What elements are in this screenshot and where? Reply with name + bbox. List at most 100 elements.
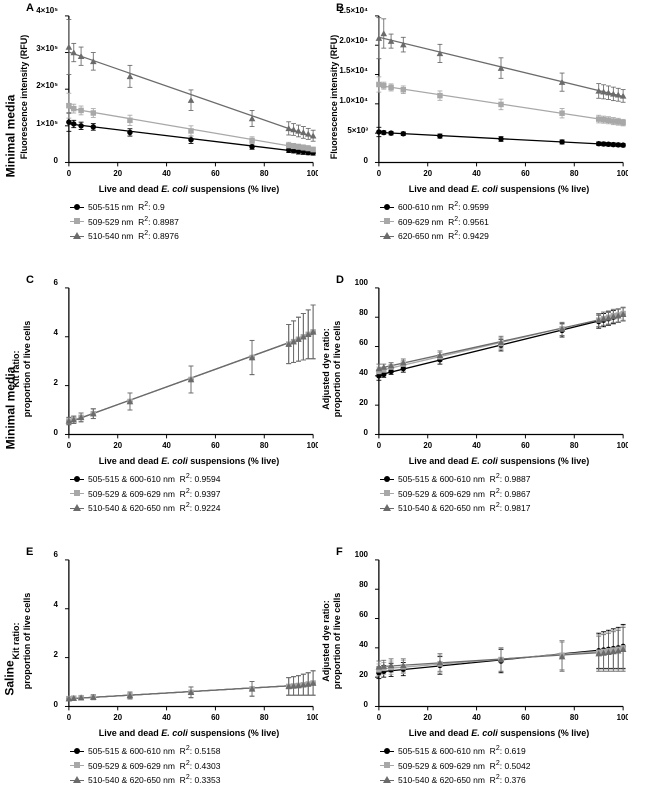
- svg-text:40: 40: [472, 169, 481, 178]
- legend-item: 510-540 & 620-650 nm R2: 0.9224: [70, 501, 330, 515]
- svg-text:0: 0: [67, 713, 72, 722]
- legend-label: 509-529 & 609-629 nm R2: 0.5042: [398, 759, 530, 773]
- svg-text:100: 100: [307, 713, 318, 722]
- legend-item: 509-529 & 609-629 nm R2: 0.5042: [380, 759, 640, 773]
- svg-text:40: 40: [162, 169, 171, 178]
- svg-text:60: 60: [521, 441, 530, 450]
- legend-item: 505-515 & 600-610 nm R2: 0.9594: [70, 472, 330, 486]
- legend-label: 505-515 & 600-610 nm R2: 0.9887: [398, 472, 530, 486]
- x-axis-label: Live and dead E. coli suspensions (% liv…: [64, 184, 314, 194]
- legend-label: 600-610 nm R2: 0.9599: [398, 200, 489, 214]
- y-axis-label: Adjusted dye ratio: proportion of live c…: [321, 289, 343, 449]
- legend-label: 510-540 & 620-650 nm R2: 0.9817: [398, 501, 530, 515]
- legend-label: 505-515 & 600-610 nm R2: 0.9594: [88, 472, 220, 486]
- svg-text:20: 20: [423, 713, 432, 722]
- y-axis-label: Adjusted dye ratio: proportion of live c…: [321, 561, 343, 721]
- panel-D: D Adjusted dye ratio: proportion of live…: [330, 272, 640, 516]
- svg-text:100: 100: [617, 169, 628, 178]
- legend-item: 509-529 & 609-629 nm R2: 0.9397: [70, 487, 330, 501]
- svg-text:0: 0: [377, 441, 382, 450]
- svg-text:60: 60: [211, 713, 220, 722]
- legend: 600-610 nm R2: 0.9599 609-629 nm R2: 0.9…: [380, 200, 640, 243]
- legend-label: 509-529 nm R2: 0.8987: [88, 215, 179, 229]
- legend-item: 509-529 nm R2: 0.8987: [70, 215, 330, 229]
- chart: Fluorescence intensity (RFU) 05×10³1.0×1…: [374, 12, 624, 182]
- legend-item: 505-515 nm R2: 0.9: [70, 200, 330, 214]
- chart: Adjusted dye ratio: proportion of live c…: [374, 284, 624, 454]
- svg-text:20: 20: [113, 441, 122, 450]
- panel-E: E Kit ratio: proportion of live cells 02…: [20, 544, 330, 788]
- chart: Kit ratio: proportion of live cells 0246…: [64, 556, 314, 726]
- y-axis-label: Fluorescence intensity (RFU): [19, 27, 29, 167]
- legend-label: 505-515 & 600-610 nm R2: 0.619: [398, 744, 526, 758]
- y-axis-label: Kit ratio: proportion of live cells: [11, 289, 33, 449]
- svg-text:40: 40: [472, 713, 481, 722]
- legend-label: 620-650 nm R2: 0.9429: [398, 229, 489, 243]
- svg-text:100: 100: [307, 441, 318, 450]
- legend-item: 509-529 & 609-629 nm R2: 0.9867: [380, 487, 640, 501]
- svg-text:60: 60: [211, 169, 220, 178]
- legend-label: 510-540 & 620-650 nm R2: 0.376: [398, 773, 526, 787]
- svg-text:20: 20: [113, 713, 122, 722]
- chart: Fluorescence intensity (RFU) 01×10⁵2×10⁵…: [64, 12, 314, 182]
- panel-letter: A: [26, 2, 34, 14]
- legend-item: 505-515 & 600-610 nm R2: 0.619: [380, 744, 640, 758]
- panel-A: A Fluorescence intensity (RFU) 01×10⁵2×1…: [20, 0, 330, 244]
- panel-letter: E: [26, 546, 33, 558]
- legend-item: 505-515 & 600-610 nm R2: 0.9887: [380, 472, 640, 486]
- legend: 505-515 & 600-610 nm R2: 0.9887 509-529 …: [380, 472, 640, 515]
- row-minimal-media-2: Minimal media C Kit ratio: proportion of…: [0, 272, 661, 544]
- legend-item: 600-610 nm R2: 0.9599: [380, 200, 640, 214]
- chart: Kit ratio: proportion of live cells 0246…: [64, 284, 314, 454]
- x-axis-label: Live and dead E. coli suspensions (% liv…: [64, 728, 314, 738]
- legend-label: 505-515 & 600-610 nm R2: 0.5158: [88, 744, 220, 758]
- svg-text:80: 80: [260, 441, 269, 450]
- legend: 505-515 & 600-610 nm R2: 0.9594 509-529 …: [70, 472, 330, 515]
- legend-label: 509-529 & 609-629 nm R2: 0.9397: [88, 487, 220, 501]
- legend-label: 509-529 & 609-629 nm R2: 0.4303: [88, 759, 220, 773]
- svg-text:40: 40: [472, 441, 481, 450]
- svg-text:20: 20: [423, 441, 432, 450]
- svg-text:0: 0: [67, 169, 72, 178]
- chart: Adjusted dye ratio: proportion of live c…: [374, 556, 624, 726]
- svg-text:80: 80: [570, 441, 579, 450]
- legend: 505-515 & 600-610 nm R2: 0.5158 509-529 …: [70, 744, 330, 787]
- svg-text:20: 20: [423, 169, 432, 178]
- svg-text:100: 100: [307, 169, 318, 178]
- svg-text:60: 60: [521, 169, 530, 178]
- panel-F: F Adjusted dye ratio: proportion of live…: [330, 544, 640, 788]
- svg-text:0: 0: [377, 169, 382, 178]
- svg-text:40: 40: [162, 713, 171, 722]
- svg-text:40: 40: [162, 441, 171, 450]
- legend-item: 509-529 & 609-629 nm R2: 0.4303: [70, 759, 330, 773]
- svg-text:60: 60: [211, 441, 220, 450]
- legend-item: 620-650 nm R2: 0.9429: [380, 229, 640, 243]
- legend-item: 510-540 & 620-650 nm R2: 0.9817: [380, 501, 640, 515]
- x-axis-label: Live and dead E. coli suspensions (% liv…: [374, 184, 624, 194]
- legend-label: 609-629 nm R2: 0.9561: [398, 215, 489, 229]
- legend-item: 510-540 & 620-650 nm R2: 0.3353: [70, 773, 330, 787]
- panel-letter: F: [336, 546, 343, 558]
- svg-text:80: 80: [570, 713, 579, 722]
- svg-text:100: 100: [617, 713, 628, 722]
- panel-letter: D: [336, 274, 344, 286]
- x-axis-label: Live and dead E. coli suspensions (% liv…: [374, 728, 624, 738]
- legend-item: 510-540 & 620-650 nm R2: 0.376: [380, 773, 640, 787]
- legend-label: 510-540 nm R2: 0.8976: [88, 229, 179, 243]
- svg-text:80: 80: [570, 169, 579, 178]
- panel-letter: C: [26, 274, 34, 286]
- legend-label: 510-540 & 620-650 nm R2: 0.3353: [88, 773, 220, 787]
- x-axis-label: Live and dead E. coli suspensions (% liv…: [64, 456, 314, 466]
- y-axis-label: Fluorescence intensity (RFU): [329, 27, 339, 167]
- panel-B: B Fluorescence intensity (RFU) 05×10³1.0…: [330, 0, 640, 244]
- row-saline: Saline E Kit ratio: proportion of live c…: [0, 544, 661, 812]
- legend-item: 510-540 nm R2: 0.8976: [70, 229, 330, 243]
- x-axis-label: Live and dead E. coli suspensions (% liv…: [374, 456, 624, 466]
- legend-label: 510-540 & 620-650 nm R2: 0.9224: [88, 501, 220, 515]
- legend-label: 505-515 nm R2: 0.9: [88, 200, 165, 214]
- figure: Minimal media A Fluorescence intensity (…: [0, 0, 661, 812]
- panel-C: C Kit ratio: proportion of live cells 02…: [20, 272, 330, 516]
- svg-text:100: 100: [617, 441, 628, 450]
- svg-text:0: 0: [377, 713, 382, 722]
- svg-text:60: 60: [521, 713, 530, 722]
